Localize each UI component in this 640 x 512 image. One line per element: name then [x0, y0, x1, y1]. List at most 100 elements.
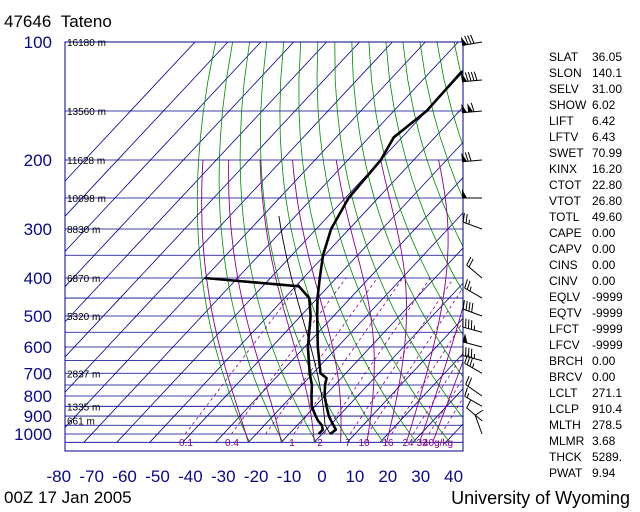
index-key: SWET [549, 146, 584, 160]
wind-barb [462, 188, 482, 199]
height-label: 13560 m [67, 107, 106, 118]
mixing-ratio-label: 1 [289, 438, 295, 449]
wind-barb-pennant [462, 333, 468, 344]
wind-barb [462, 333, 483, 348]
height-label: 6870 m [67, 274, 100, 285]
data-source: University of Wyoming [451, 488, 630, 508]
isotherm [65, 42, 393, 393]
wind-barb-feather [464, 354, 468, 364]
isotherm [65, 42, 262, 253]
isotherm [346, 317, 463, 443]
wind-barb-staff [462, 341, 483, 348]
index-value: 140.1 [592, 66, 623, 80]
wind-barb-feather [468, 258, 474, 268]
wind-barb-feather [469, 357, 474, 367]
index-value: 910.4 [592, 402, 623, 416]
index-key: LCLP [549, 402, 580, 416]
index-value: 49.60 [592, 210, 623, 224]
wind-barb-feather [474, 409, 484, 416]
index-value: -9999 [592, 338, 623, 352]
mixing-ratio-line [323, 277, 431, 435]
dry-adiabat [196, 42, 250, 443]
wind-barb-feather [464, 35, 469, 45]
mixing-ratio-line [441, 397, 463, 435]
index-value: -9999 [592, 306, 623, 320]
dry-adiabat [259, 42, 351, 443]
wind-barb [462, 346, 483, 362]
index-key: CTOT [549, 178, 582, 192]
grid-layer [65, 42, 463, 443]
wind-barb-staff [464, 395, 483, 407]
moist-adiabat [335, 159, 375, 443]
index-value: 6.02 [592, 98, 616, 112]
index-key: THCK [549, 450, 582, 464]
index-value: 31.00 [592, 82, 623, 96]
mixing-ratio-label: 40g/kg [423, 438, 453, 449]
index-key: SLON [549, 66, 582, 80]
temperature-tick-label: -70 [79, 467, 104, 486]
index-key: TOTL [549, 210, 580, 224]
index-key: BRCV [549, 370, 583, 384]
moist-adiabat [201, 159, 249, 443]
height-label: 8830 m [67, 225, 100, 236]
height-label: 16180 m [67, 38, 106, 49]
index-value: 278.5 [592, 418, 623, 432]
mixing-ratio-line [265, 277, 378, 435]
temperature-tick-label: -50 [145, 467, 170, 486]
moist-adiabat [405, 159, 449, 443]
moist-adiabat [419, 304, 463, 443]
pressure-tick-label: 200 [24, 151, 52, 170]
temperature-tick-label: 10 [345, 467, 364, 486]
index-key: LIFT [549, 114, 574, 128]
observation-time: 00Z 17 Jan 2005 [4, 488, 132, 507]
wind-barb-feather [465, 214, 468, 224]
wind-barb-half-feather [468, 219, 470, 225]
wind-barb-feather [462, 212, 465, 223]
wind-barb [461, 71, 483, 83]
wind-barb-staff [474, 415, 483, 435]
wind-barb-staff [466, 407, 483, 422]
mixing-ratio-line [184, 277, 304, 435]
index-value: 5289. [592, 450, 623, 464]
sounding-layer [204, 69, 463, 436]
wind-barb [466, 256, 483, 279]
height-label: 661 m [67, 417, 95, 428]
dry-adiabat [402, 42, 463, 248]
index-key: MLTH [549, 418, 581, 432]
index-value: 271.1 [592, 386, 623, 400]
moist-adiabat [228, 159, 282, 443]
dry-adiabat [218, 42, 284, 443]
dry-adiabat [316, 42, 451, 443]
wind-barb-half-feather [466, 393, 470, 398]
temperature-tick-label: 20 [378, 467, 397, 486]
temperature-tick-label: -40 [178, 467, 203, 486]
dewpoint-trace [204, 276, 324, 435]
pressure-tick-label: 500 [24, 307, 52, 326]
wind-barb-pennant [461, 72, 468, 82]
index-value: 3.68 [592, 434, 616, 448]
wind-barb-staff [463, 221, 483, 230]
isotherm [65, 42, 360, 358]
index-row: LFTV 6.43 [549, 129, 640, 145]
dry-adiabat [368, 42, 463, 336]
mixing-ratio-line [349, 277, 455, 435]
mixing-ratio-line [391, 321, 463, 435]
wind-barb [465, 375, 483, 397]
index-key: LFCT [549, 322, 579, 336]
mixing-ratio-line [231, 277, 347, 435]
height-label: 1335 m [67, 402, 100, 413]
temperature-tick-label: 0 [317, 467, 326, 486]
index-row: LCLP 910.4 [549, 401, 640, 417]
wind-barb-feather [464, 387, 468, 397]
temperature-tick-label: -60 [112, 467, 137, 486]
pressure-tick-label: 300 [24, 220, 52, 239]
wind-barb-staff [466, 264, 483, 279]
index-key: EQTV [549, 306, 582, 320]
isotherm [65, 42, 426, 428]
index-row: EQLV -9999 [549, 289, 640, 305]
isotherm [182, 141, 463, 443]
wind-barb-feather [467, 152, 472, 162]
wind-barb-feather [464, 152, 469, 162]
index-row: MLMR 3.68 [549, 433, 640, 449]
